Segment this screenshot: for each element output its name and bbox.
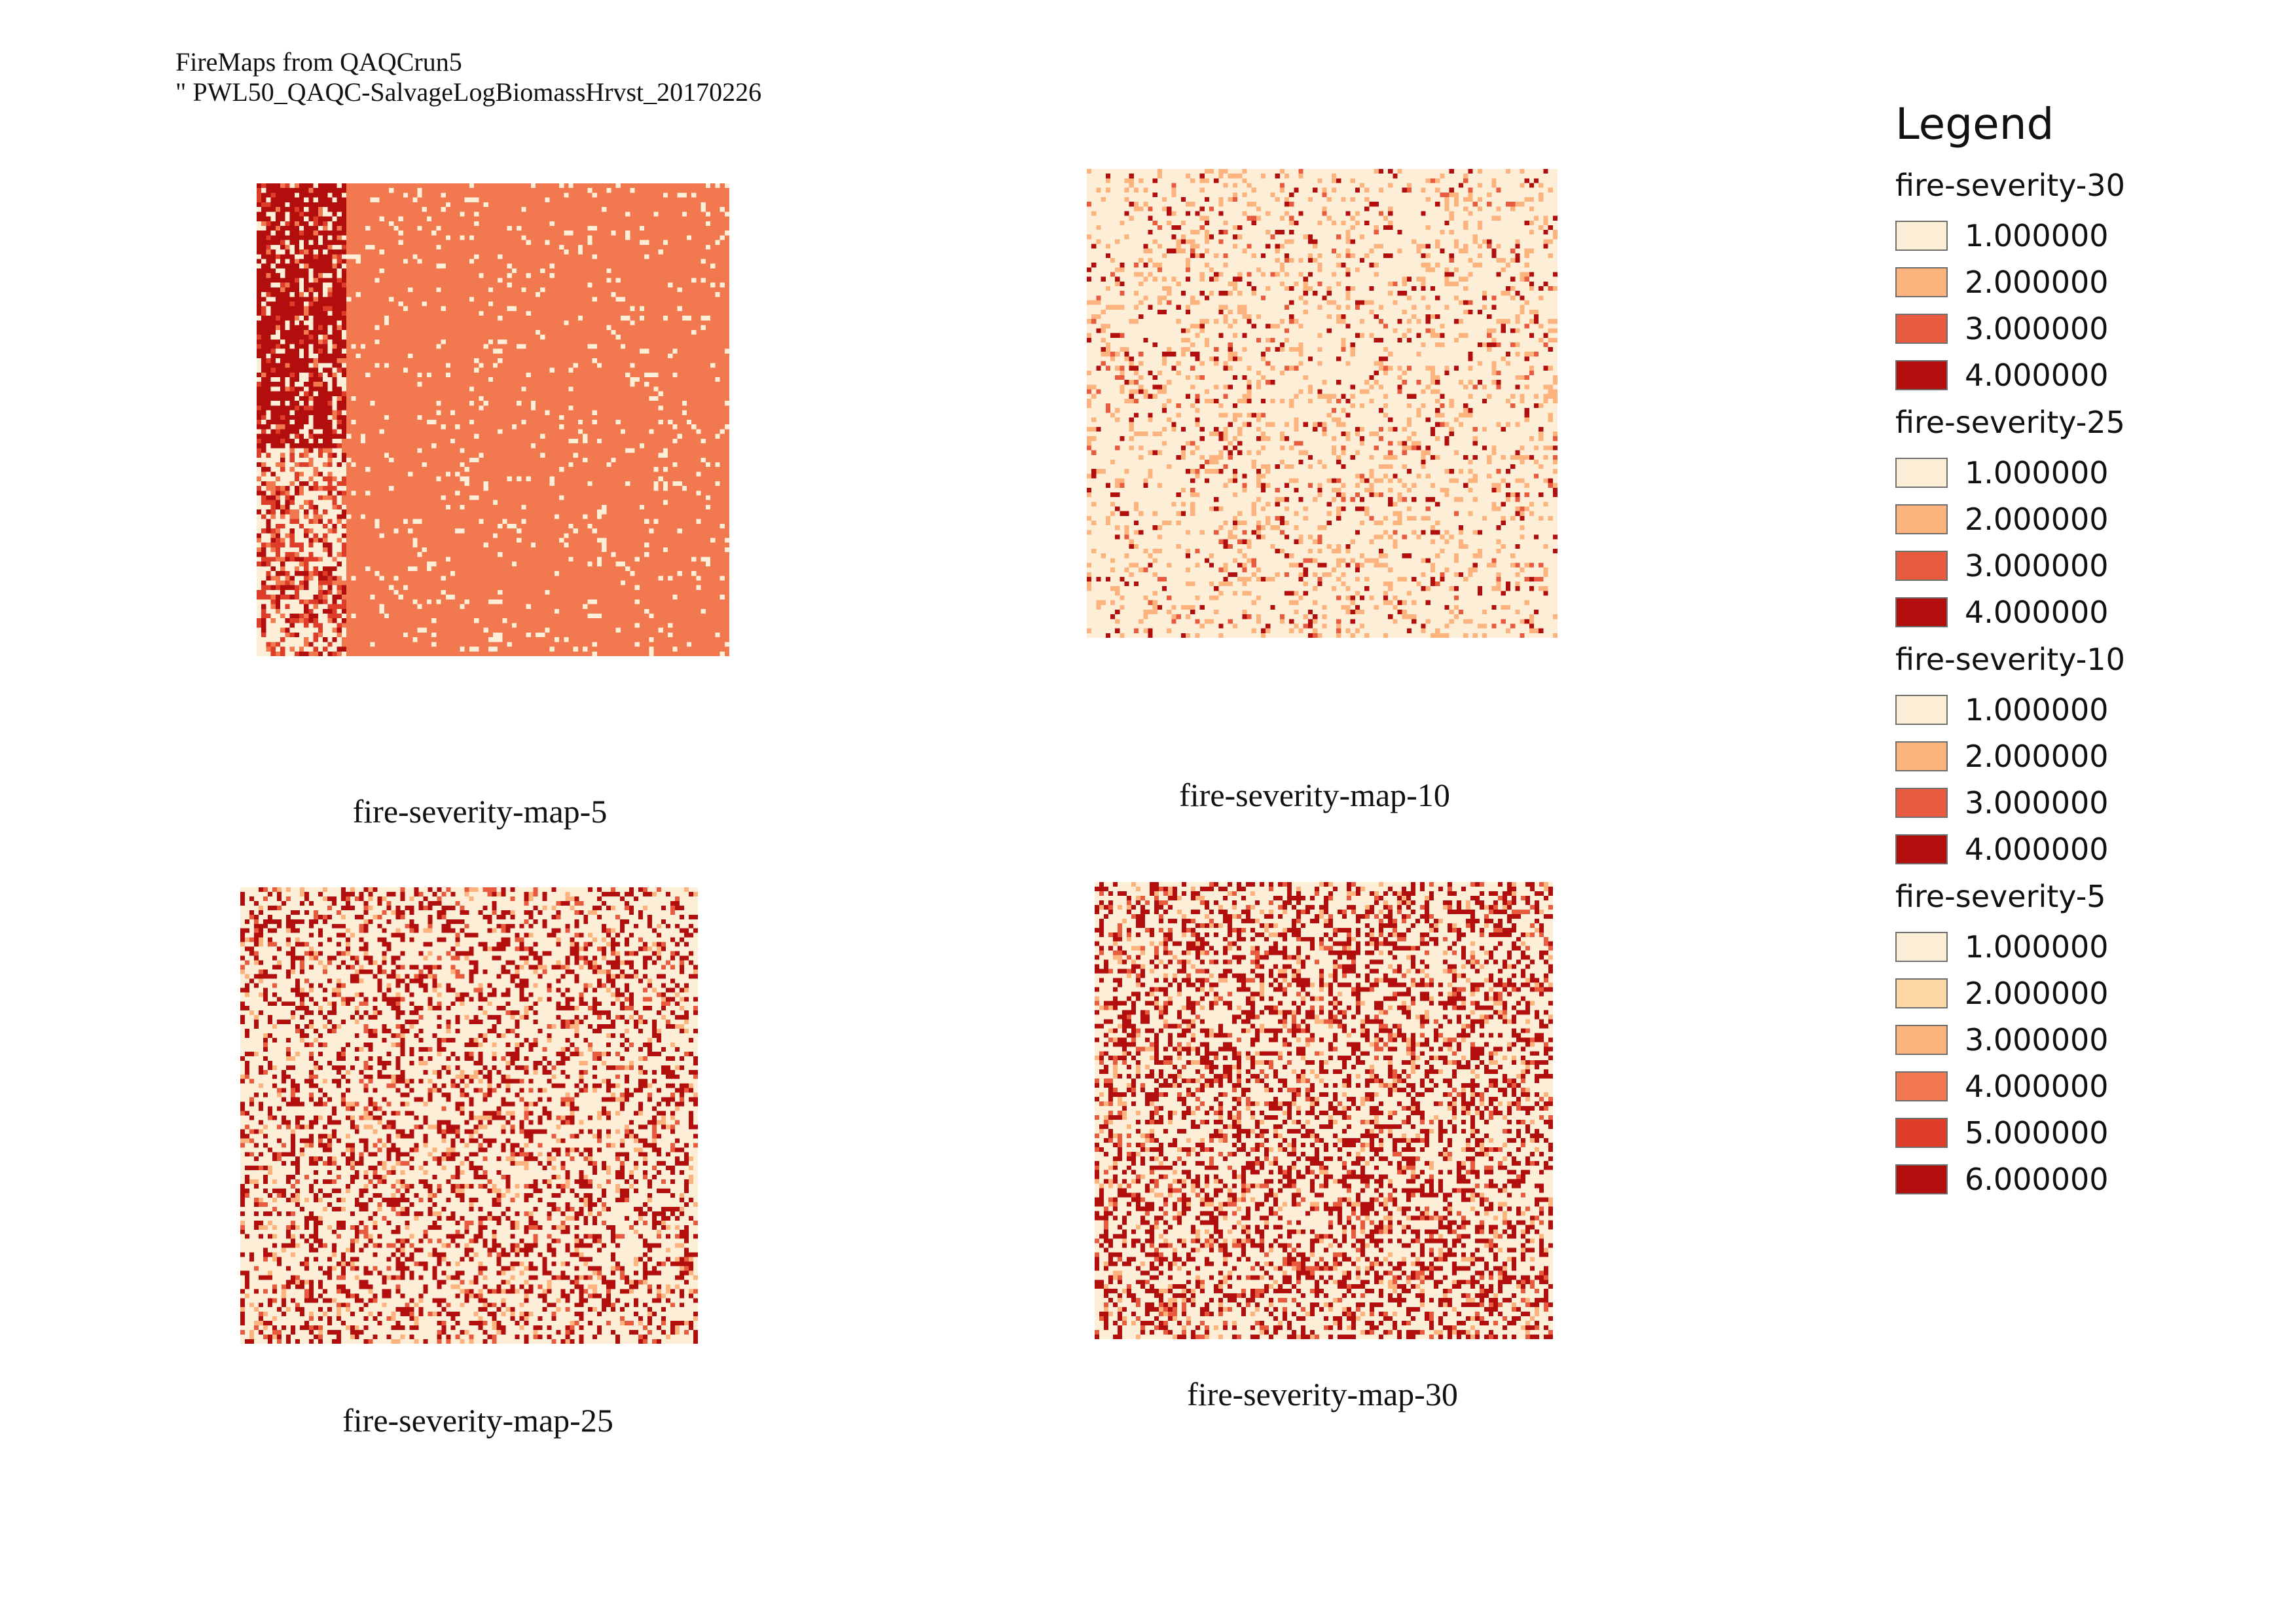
legend-item: 4.000000: [1895, 352, 2262, 398]
fire-severity-map-25-raster: [240, 887, 698, 1344]
legend-item: 2.000000: [1895, 733, 2262, 779]
legend-swatch: [1895, 1071, 1948, 1101]
legend-title: Legend: [1895, 99, 2054, 149]
legend-item: 3.000000: [1895, 305, 2262, 352]
legend-label: 2.000000: [1965, 975, 2109, 1011]
legend-swatch: [1895, 741, 1948, 771]
legend-item: 3.000000: [1895, 542, 2262, 589]
legend-item: 2.000000: [1895, 970, 2262, 1016]
fire-severity-map-30-raster: [1095, 882, 1553, 1339]
legend-swatch: [1895, 1024, 1948, 1055]
legend-label: 1.000000: [1965, 929, 2109, 965]
legend-item: 1.000000: [1895, 449, 2262, 496]
legend-label: 2.000000: [1965, 738, 2109, 774]
legend-swatch: [1895, 978, 1948, 1008]
legend-label: 4.000000: [1965, 594, 2109, 630]
legend-item: 3.000000: [1895, 1016, 2262, 1063]
fire-severity-map-30-caption: fire-severity-map-30: [1187, 1376, 1458, 1412]
legend-item: 2.000000: [1895, 496, 2262, 542]
legend-swatch: [1895, 1117, 1948, 1148]
legend-item: 4.000000: [1895, 589, 2262, 635]
legend-swatch: [1895, 550, 1948, 581]
legend-swatch: [1895, 834, 1948, 864]
legend-label: 1.000000: [1965, 217, 2109, 253]
legend-label: 1.000000: [1965, 454, 2109, 490]
legend-label: 4.000000: [1965, 357, 2109, 393]
legend-group-title: fire-severity-25: [1895, 405, 2125, 440]
map-title-line-2: " PWL50_QAQC-SalvageLogBiomassHrvst_2017…: [175, 77, 762, 107]
legend-label: 5.000000: [1965, 1115, 2109, 1151]
fire-severity-map-5-raster: [257, 183, 729, 656]
map-title: FireMaps from QAQCrun5 " PWL50_QAQC-Salv…: [175, 47, 889, 107]
legend-label: 3.000000: [1965, 784, 2109, 821]
legend-label: 3.000000: [1965, 547, 2109, 583]
legend-swatch: [1895, 1164, 1948, 1194]
legend-item: 1.000000: [1895, 686, 2262, 733]
legend-swatch: [1895, 220, 1948, 251]
legend-label: 4.000000: [1965, 1068, 2109, 1104]
legend: Legend fire-severity-30 1.000000 2.000000 3…: [1895, 98, 2262, 1202]
legend-label: 3.000000: [1965, 1022, 2109, 1058]
legend-swatch: [1895, 457, 1948, 488]
legend-swatch: [1895, 360, 1948, 390]
legend-label: 3.000000: [1965, 310, 2109, 346]
legend-swatch: [1895, 313, 1948, 344]
fire-severity-map-5-caption: fire-severity-map-5: [352, 793, 608, 830]
legend-item: 1.000000: [1895, 212, 2262, 259]
legend-item: 2.000000: [1895, 259, 2262, 305]
legend-label: 2.000000: [1965, 501, 2109, 537]
legend-label: 1.000000: [1965, 692, 2109, 728]
legend-item: 3.000000: [1895, 779, 2262, 826]
legend-label: 4.000000: [1965, 831, 2109, 867]
legend-item: 5.000000: [1895, 1109, 2262, 1156]
legend-swatch: [1895, 267, 1948, 297]
legend-item: 4.000000: [1895, 1063, 2262, 1109]
legend-label: 2.000000: [1965, 264, 2109, 300]
map-title-line-1: FireMaps from QAQCrun5: [175, 47, 462, 77]
legend-swatch: [1895, 787, 1948, 818]
legend-group-title: fire-severity-30: [1895, 168, 2125, 203]
legend-group-title: fire-severity-10: [1895, 642, 2125, 677]
legend-swatch: [1895, 597, 1948, 627]
legend-swatch: [1895, 931, 1948, 962]
legend-swatch: [1895, 694, 1948, 725]
legend-swatch: [1895, 504, 1948, 534]
fire-severity-map-10-caption: fire-severity-map-10: [1179, 777, 1450, 813]
legend-item: 1.000000: [1895, 923, 2262, 970]
legend-groups: fire-severity-30 1.000000 2.000000 3.000000…: [1895, 165, 2262, 1202]
fire-severity-map-10-raster: [1087, 169, 1558, 638]
legend-group-title: fire-severity-5: [1895, 879, 2106, 914]
legend-item: 6.000000: [1895, 1156, 2262, 1202]
fire-severity-map-25-caption: fire-severity-map-25: [342, 1402, 613, 1439]
legend-item: 4.000000: [1895, 826, 2262, 872]
legend-label: 6.000000: [1965, 1161, 2109, 1197]
